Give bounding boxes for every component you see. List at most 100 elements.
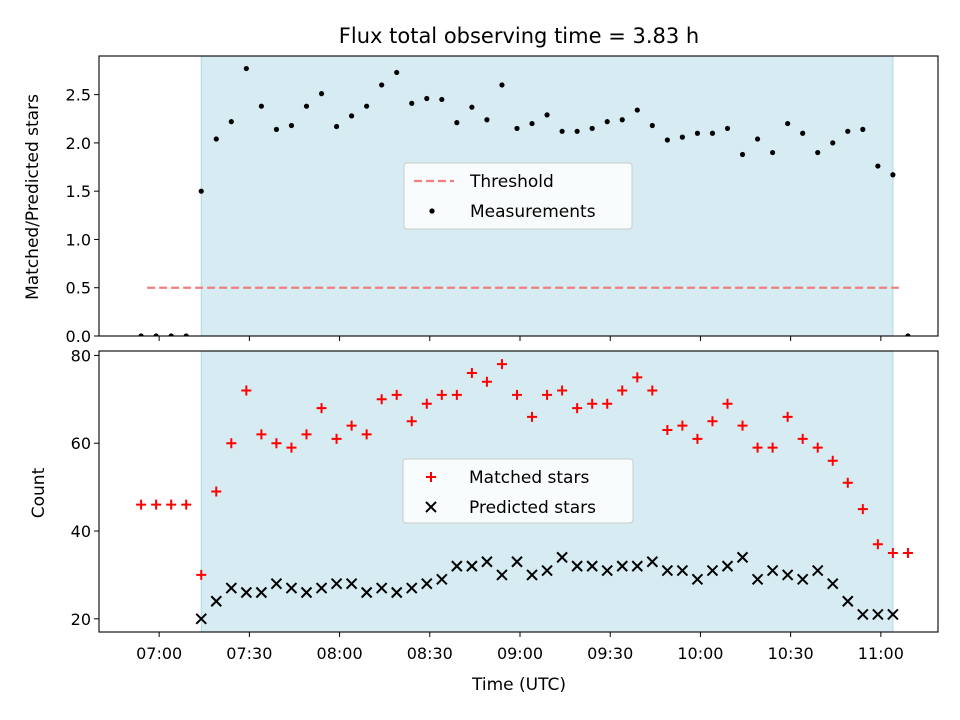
measurement-point <box>183 333 189 336</box>
measurement-point <box>198 188 204 194</box>
measurement-point <box>499 82 505 88</box>
matched-star-point <box>301 429 312 440</box>
predicted-star-point <box>842 595 854 607</box>
predicted-star-point <box>766 564 779 577</box>
matched-star-point <box>737 420 748 431</box>
x-tick-label: 10:00 <box>677 644 723 663</box>
measurement-point <box>544 112 550 118</box>
matched-star-point <box>376 394 387 405</box>
measurement-point <box>860 126 866 132</box>
matched-star-point <box>722 398 733 409</box>
matched-star-point <box>647 385 658 396</box>
predicted-star-point <box>195 613 207 625</box>
y-tick-label: 60 <box>71 434 91 453</box>
matched-star-point <box>857 504 868 515</box>
measurement-point <box>529 120 535 127</box>
matched-star-point <box>602 398 613 409</box>
predicted-star-point <box>586 560 598 572</box>
predicted-star-point <box>360 586 373 599</box>
predicted-star-point <box>646 556 659 568</box>
predicted-star-point <box>436 573 448 586</box>
measurement-point <box>724 125 731 132</box>
legend-matched-swatch <box>426 472 436 482</box>
legend-label: Matched stars <box>469 468 589 488</box>
matched-star-point <box>226 438 237 449</box>
matched-star-point <box>797 433 808 444</box>
x-tick-label: 09:00 <box>497 644 543 663</box>
measurement-point <box>439 96 445 103</box>
y-tick-label: 80 <box>71 346 91 365</box>
measurement-point <box>679 134 685 140</box>
measurement-point <box>559 128 565 134</box>
measurement-point <box>153 333 159 336</box>
matched-star-point <box>707 416 718 427</box>
matched-star-point <box>451 389 462 400</box>
matched-star-point <box>542 389 553 400</box>
predicted-star-point <box>345 577 358 590</box>
matched-star-point <box>151 499 162 510</box>
matched-star-point <box>677 420 688 431</box>
predicted-star-point <box>571 560 583 572</box>
predicted-star-point <box>391 586 403 599</box>
measurement-point <box>349 113 355 119</box>
predicted-star-point <box>661 564 674 577</box>
matched-star-point <box>166 499 177 510</box>
measurement-point <box>514 125 520 132</box>
matched-star-point <box>587 398 598 409</box>
measurement-point <box>905 333 911 336</box>
measurement-point <box>333 123 340 130</box>
measurement-point <box>574 128 580 134</box>
y-tick-label: 2.5 <box>66 86 91 105</box>
predicted-star-point <box>857 608 869 621</box>
measurement-point <box>649 122 655 129</box>
predicted-star-point <box>270 577 283 590</box>
x-tick-label: 07:00 <box>136 644 182 663</box>
matched-star-point <box>406 416 417 427</box>
y-tick-label: 0.0 <box>66 327 91 346</box>
top-y-axis-label: Matched/Predicted stars <box>23 94 43 300</box>
legend-measurement-swatch <box>429 208 435 214</box>
matched-star-point <box>391 389 402 400</box>
matched-star-point <box>767 442 778 453</box>
matched-star-point <box>632 372 643 383</box>
x-axis-label: Time (UTC) <box>471 675 566 695</box>
measurement-point <box>664 137 670 143</box>
predicted-star-point <box>691 573 704 586</box>
measurement-point <box>243 65 249 72</box>
predicted-star-point <box>315 582 328 594</box>
matched-star-point <box>181 499 192 510</box>
predicted-star-point <box>240 586 253 599</box>
measurement-point <box>394 69 400 76</box>
measurement-point <box>469 104 475 110</box>
predicted-star-point <box>210 595 222 607</box>
measurement-point <box>709 130 716 136</box>
matched-star-point <box>241 385 252 396</box>
y-tick-label: 2.0 <box>66 134 91 153</box>
chart-title: Flux total observing time = 3.83 h <box>339 24 699 48</box>
measurement-point <box>379 82 385 88</box>
matched-star-point <box>827 455 838 466</box>
measurement-point <box>739 151 746 158</box>
matched-star-point <box>887 547 898 558</box>
predicted-star-point <box>511 556 523 568</box>
predicted-star-point <box>736 551 749 564</box>
bottom-y-axis-label: Count <box>29 467 49 518</box>
measurement-point <box>484 117 490 123</box>
measurement-point <box>815 149 821 156</box>
measurement-point <box>364 103 370 109</box>
legend-predicted-swatch <box>425 501 437 513</box>
matched-star-point <box>617 385 628 396</box>
measurement-point <box>619 117 625 123</box>
measurement-point <box>785 120 791 127</box>
y-tick-label: 0.5 <box>66 279 91 298</box>
matched-star-point <box>511 389 522 400</box>
measurement-point <box>138 333 144 336</box>
measurement-point <box>318 91 325 97</box>
matched-star-point <box>872 539 883 550</box>
predicted-star-point <box>706 564 719 577</box>
matched-star-point <box>692 433 703 444</box>
measurement-point <box>875 163 881 169</box>
measurement-point <box>288 122 295 129</box>
predicted-star-point <box>676 564 689 577</box>
predicted-star-point <box>616 560 628 572</box>
